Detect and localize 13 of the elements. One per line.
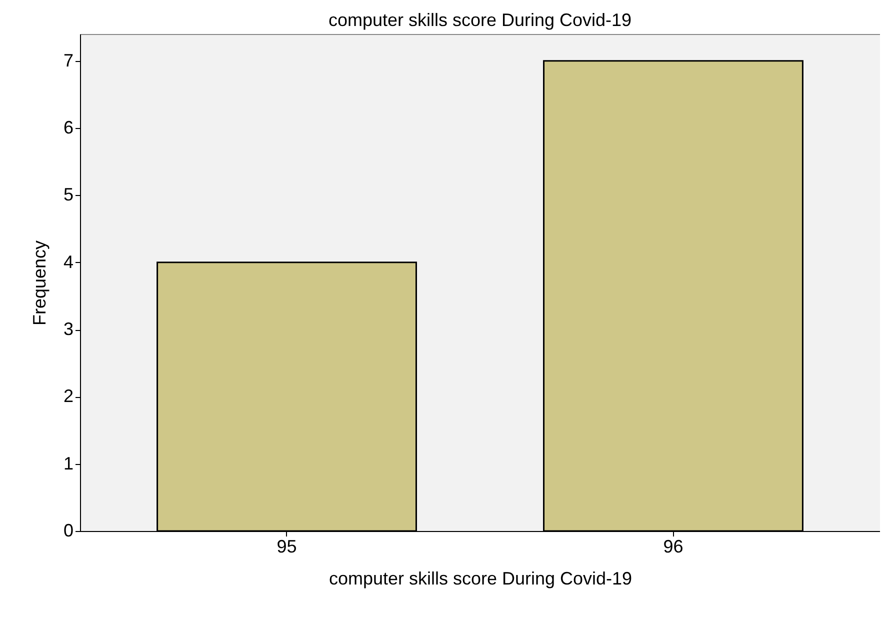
y-tick-label: 5 [63, 184, 74, 205]
x-tick-label: 96 [663, 536, 684, 556]
chart-title: computer skills score During Covid-19 [328, 10, 632, 30]
y-tick-label: 4 [63, 252, 74, 272]
y-tick-label: 7 [63, 50, 74, 70]
y-tick-label: 0 [63, 520, 74, 540]
y-axis-title: Frequency [29, 240, 50, 326]
x-tick-label: 95 [276, 536, 297, 556]
y-tick-label: 3 [63, 319, 74, 340]
x-axis-title: computer skills score During Covid-19 [328, 568, 632, 588]
y-tick-label: 2 [63, 386, 74, 406]
y-tick-label: 6 [63, 118, 74, 138]
y-tick-label: 1 [63, 453, 74, 474]
